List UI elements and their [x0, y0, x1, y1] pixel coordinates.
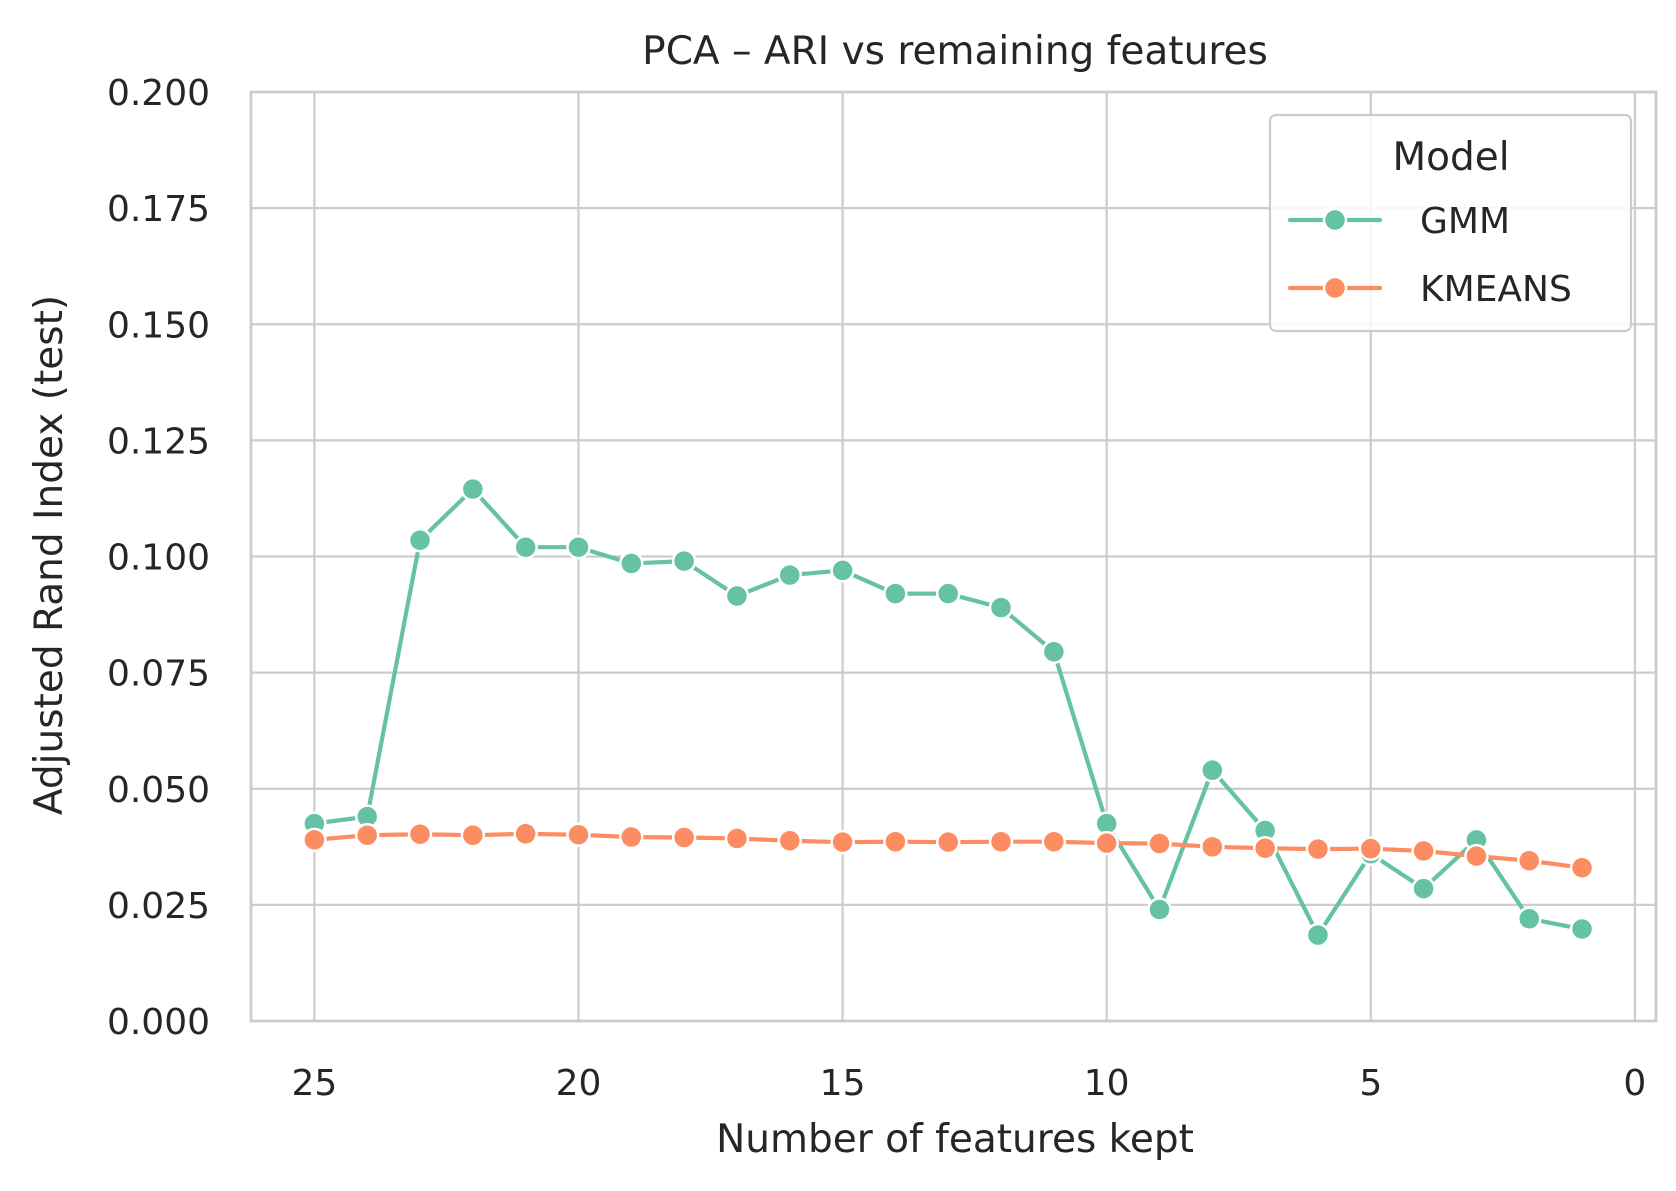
y-tick-label: 0.000 [107, 1002, 210, 1043]
data-point [988, 829, 1014, 854]
x-tick-label: 10 [1084, 1063, 1130, 1104]
data-point [1516, 906, 1542, 932]
legend-entry-kmeans: KMEANS [1287, 269, 1572, 310]
data-point [407, 527, 433, 553]
y-axis-label: Adjusted Rand Index (test) [27, 295, 72, 815]
data-point [1305, 836, 1331, 862]
data-point [1464, 843, 1489, 869]
data-point [1041, 639, 1067, 664]
legend-marker [1322, 207, 1348, 233]
data-point [883, 581, 908, 606]
y-tick-label: 0.075 [107, 654, 210, 695]
data-point [935, 829, 961, 855]
data-point [830, 558, 855, 583]
data-point [513, 821, 538, 847]
data-point [1147, 831, 1172, 856]
series-kmeans [302, 821, 1595, 880]
data-point [1516, 848, 1542, 873]
data-point [619, 824, 644, 850]
x-tick-label: 15 [820, 1063, 866, 1104]
legend-label: KMEANS [1420, 269, 1572, 310]
series-layer [302, 476, 1595, 948]
data-point [1569, 916, 1595, 942]
data-point [777, 828, 803, 854]
data-point [407, 822, 433, 847]
legend-label: GMM [1420, 201, 1510, 242]
data-point [724, 826, 750, 851]
y-tick-label: 0.150 [107, 305, 210, 346]
data-point [1569, 855, 1595, 880]
data-point [724, 583, 750, 609]
data-point [566, 822, 591, 847]
chart-title: PCA – ARI vs remaining features [642, 29, 1268, 74]
data-point [1252, 835, 1278, 861]
series-gmm [302, 476, 1595, 948]
y-tick-label: 0.200 [107, 73, 210, 114]
data-point [1147, 897, 1172, 922]
data-point [1094, 830, 1119, 856]
y-tick-label: 0.050 [107, 770, 210, 811]
legend-entry-gmm: GMM [1287, 201, 1510, 242]
data-point [671, 548, 697, 574]
data-point [1200, 757, 1225, 783]
x-axis-label: Number of features kept [716, 1117, 1194, 1162]
data-point [988, 595, 1014, 620]
data-point [1411, 876, 1436, 901]
legend: Model GMM KMEANS [1268, 113, 1633, 333]
legend-title: Model [1392, 135, 1509, 180]
data-point [302, 827, 327, 853]
y-tick-label: 0.100 [107, 538, 210, 579]
data-point [777, 562, 803, 588]
legend-marker [1322, 275, 1348, 301]
data-point [830, 829, 855, 855]
data-point [1041, 829, 1067, 854]
data-point [1305, 922, 1331, 948]
data-point [1358, 836, 1384, 861]
data-point [460, 822, 486, 848]
data-point [354, 822, 380, 848]
data-point [513, 534, 538, 560]
y-tick-label: 0.125 [107, 421, 210, 462]
plot-frame [249, 90, 1658, 1023]
data-point [883, 829, 908, 854]
data-point [935, 581, 961, 606]
data-point [671, 825, 697, 850]
data-point [1411, 838, 1436, 864]
legend-box [1268, 113, 1633, 333]
x-tick-label: 0 [1623, 1063, 1646, 1104]
legend-entries: GMM KMEANS [1287, 201, 1572, 310]
data-point [1200, 834, 1225, 860]
x-tick-label: 20 [556, 1063, 602, 1104]
data-point [566, 534, 591, 560]
data-point [619, 551, 644, 576]
x-tick-label: 25 [291, 1063, 337, 1104]
x-tick-label: 5 [1359, 1063, 1382, 1104]
y-tick-label: 0.175 [107, 189, 210, 230]
tick-labels: 25 20 15 10 5 0 0.000 0.025 0.050 0.075 0.100 0.125… [107, 73, 1646, 1104]
y-tick-label: 0.025 [107, 886, 210, 927]
data-point [460, 476, 486, 502]
